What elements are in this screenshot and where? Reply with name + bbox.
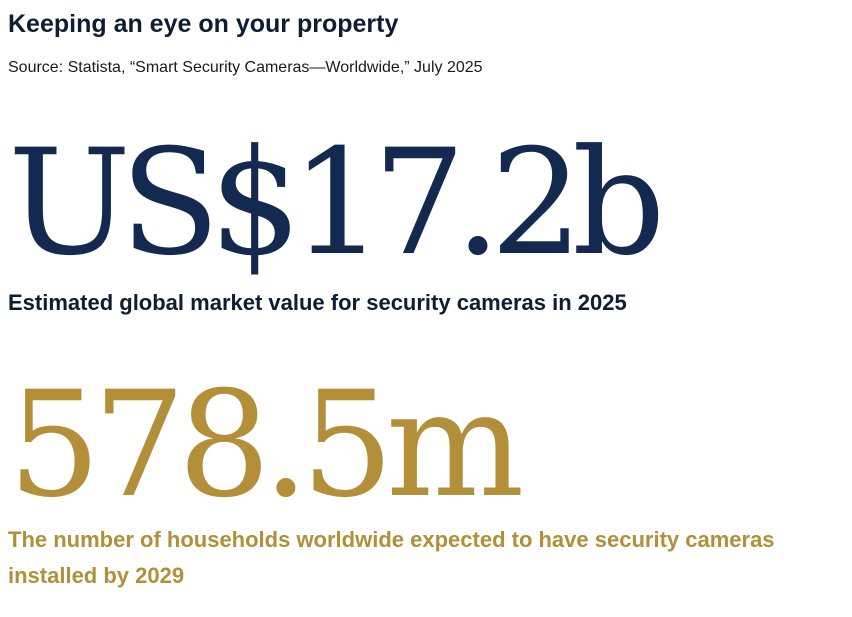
page-title: Keeping an eye on your property	[8, 10, 399, 38]
stat-market-value-caption: Estimated global market value for securi…	[8, 290, 627, 315]
stat-market-value: US$17.2b	[8, 118, 665, 288]
source-note: Source: Statista, “Smart Security Camera…	[8, 59, 483, 76]
stat-households: 578.5m	[8, 360, 524, 530]
stat-households-caption: The number of households worldwide expec…	[8, 527, 775, 588]
